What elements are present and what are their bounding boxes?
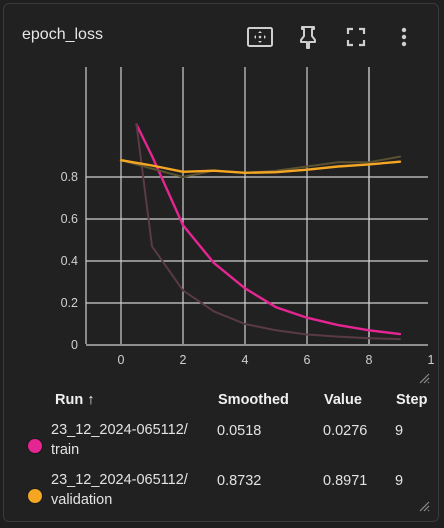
series-color-dot: [27, 438, 43, 454]
raw-value: 0.0276: [323, 423, 368, 439]
series-line: [119, 158, 402, 175]
x-tick-label: 6: [304, 353, 311, 367]
x-tick-label: 0: [118, 353, 125, 367]
run-name: 23_12_2024-065112/ validation: [51, 472, 188, 508]
table-row[interactable]: 23_12_2024-065112/ train 0.0518 0.0276 9: [4, 418, 438, 462]
chart-card: epoch_loss 0 2 4 6 8 1: [3, 3, 439, 522]
fit-domain-button[interactable]: [236, 23, 284, 51]
more-options-button[interactable]: [380, 23, 428, 51]
header-smoothed[interactable]: Smoothed: [218, 392, 289, 408]
y-tick-label: 0.8: [61, 170, 78, 184]
line-chart[interactable]: 0 2 4 6 8 1 0 0.2 0.4 0.6 0.8: [4, 59, 438, 379]
y-tick-label: 0.6: [61, 212, 78, 226]
y-tick-label: 0: [71, 338, 78, 352]
fit-domain-icon: [247, 27, 273, 47]
smoothed-value: 0.8732: [217, 473, 262, 489]
table-row[interactable]: 23_12_2024-065112/ validation 0.8732 0.8…: [4, 468, 438, 512]
x-tick-label: 2: [180, 353, 187, 367]
fullscreen-button[interactable]: [332, 23, 380, 51]
step-value: 9: [395, 473, 404, 489]
run-name: 23_12_2024-065112/ train: [51, 422, 188, 458]
header-run[interactable]: Run ↑: [55, 392, 95, 408]
y-tick-label: 0.2: [61, 296, 78, 310]
chart-svg: 0 2 4 6 8 100.20.40.60.8: [61, 67, 435, 367]
raw-value: 0.8971: [323, 473, 368, 489]
pin-button[interactable]: [284, 23, 332, 51]
card-toolbar: [236, 23, 428, 51]
smoothed-value: 0.0518: [217, 423, 262, 439]
resize-handle-icon[interactable]: [418, 372, 430, 384]
series-color-dot: [27, 488, 43, 504]
x-tick-label: 1: [428, 353, 435, 367]
y-tick-label: 0.4: [61, 254, 78, 268]
header-step[interactable]: Step: [396, 392, 428, 408]
header-value[interactable]: Value: [324, 392, 362, 408]
resize-handle-icon[interactable]: [418, 500, 430, 512]
series-line: [135, 123, 402, 336]
x-tick-label: 4: [242, 353, 249, 367]
pin-icon: [300, 26, 316, 49]
more-vert-icon: [401, 27, 407, 47]
step-value: 9: [395, 423, 404, 439]
fullscreen-icon: [346, 27, 366, 47]
card-title: epoch_loss: [22, 26, 103, 43]
series-line: [135, 123, 401, 341]
x-tick-label: 8: [366, 353, 373, 367]
